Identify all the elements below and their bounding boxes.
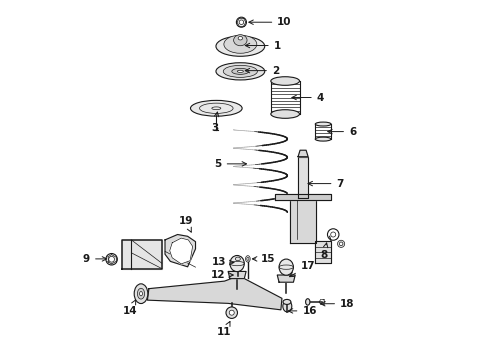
Circle shape bbox=[109, 256, 115, 262]
Text: 19: 19 bbox=[179, 216, 193, 232]
Text: 16: 16 bbox=[288, 306, 317, 316]
Text: 1: 1 bbox=[245, 41, 281, 50]
Ellipse shape bbox=[232, 68, 249, 75]
Text: 12: 12 bbox=[211, 270, 233, 280]
Ellipse shape bbox=[237, 70, 244, 72]
Ellipse shape bbox=[216, 36, 265, 56]
Text: 14: 14 bbox=[123, 300, 137, 316]
Text: 9: 9 bbox=[83, 254, 107, 264]
Ellipse shape bbox=[235, 257, 240, 261]
Polygon shape bbox=[315, 241, 331, 263]
Ellipse shape bbox=[223, 65, 257, 77]
Text: 4: 4 bbox=[292, 93, 324, 103]
Polygon shape bbox=[298, 157, 308, 198]
Ellipse shape bbox=[140, 292, 143, 296]
Ellipse shape bbox=[230, 256, 245, 272]
Polygon shape bbox=[165, 234, 196, 267]
Circle shape bbox=[239, 20, 244, 24]
Text: 7: 7 bbox=[308, 179, 344, 189]
Ellipse shape bbox=[271, 110, 299, 118]
Ellipse shape bbox=[283, 300, 291, 305]
Ellipse shape bbox=[238, 36, 243, 40]
Ellipse shape bbox=[247, 257, 249, 260]
Circle shape bbox=[339, 242, 343, 246]
Ellipse shape bbox=[306, 299, 310, 305]
Ellipse shape bbox=[315, 137, 331, 141]
Ellipse shape bbox=[224, 35, 257, 53]
Ellipse shape bbox=[191, 100, 242, 116]
Ellipse shape bbox=[271, 77, 299, 85]
Polygon shape bbox=[277, 275, 295, 282]
Text: 6: 6 bbox=[328, 127, 356, 136]
Text: 17: 17 bbox=[290, 261, 315, 277]
Ellipse shape bbox=[245, 256, 250, 262]
Circle shape bbox=[229, 310, 234, 315]
Text: 13: 13 bbox=[212, 257, 234, 267]
Ellipse shape bbox=[137, 288, 145, 299]
Ellipse shape bbox=[234, 35, 247, 46]
Text: 2: 2 bbox=[245, 66, 279, 76]
Text: 15: 15 bbox=[252, 254, 276, 264]
Ellipse shape bbox=[315, 122, 331, 126]
Ellipse shape bbox=[279, 259, 294, 275]
Polygon shape bbox=[170, 238, 193, 264]
Text: 5: 5 bbox=[215, 159, 246, 169]
Text: 18: 18 bbox=[320, 299, 355, 309]
Polygon shape bbox=[298, 150, 308, 157]
Polygon shape bbox=[147, 276, 282, 310]
Ellipse shape bbox=[134, 284, 148, 303]
Text: 11: 11 bbox=[217, 321, 232, 337]
Circle shape bbox=[338, 240, 344, 247]
Circle shape bbox=[236, 17, 246, 27]
Polygon shape bbox=[290, 196, 316, 243]
Text: 3: 3 bbox=[211, 112, 219, 133]
Polygon shape bbox=[228, 271, 246, 279]
Text: 10: 10 bbox=[249, 17, 292, 27]
Polygon shape bbox=[122, 240, 162, 269]
Circle shape bbox=[226, 307, 238, 319]
Text: 8: 8 bbox=[320, 243, 328, 260]
Circle shape bbox=[106, 253, 117, 265]
Ellipse shape bbox=[283, 301, 292, 312]
Polygon shape bbox=[275, 194, 332, 200]
Ellipse shape bbox=[216, 63, 265, 80]
